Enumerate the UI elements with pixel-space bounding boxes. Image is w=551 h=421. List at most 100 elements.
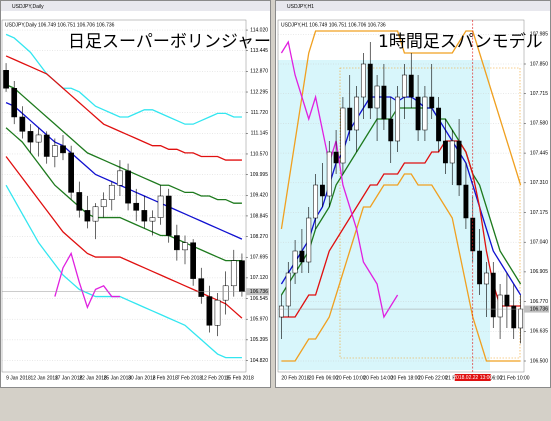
y-tick-label: 108.845 [250, 213, 268, 219]
y-tick-label: 106.545 [250, 296, 268, 302]
candle-body [157, 195, 164, 218]
y-tick-label: 106.770 [530, 299, 548, 305]
x-tick-label: 2 Feb 2018 [152, 375, 178, 381]
candle-body [35, 134, 42, 143]
candle-body [165, 195, 172, 236]
x-tick-label: 21 Feb 10:00 [500, 375, 530, 381]
candle-body [401, 74, 407, 98]
candle-body [92, 206, 99, 222]
candle-body [52, 145, 58, 157]
candle-body [422, 96, 428, 131]
x-tick-label: 20 Feb 2018 [281, 375, 309, 381]
candle-body [222, 285, 229, 301]
indicator-line [5, 55, 242, 161]
candle-body [11, 87, 18, 118]
candle-body [490, 272, 496, 318]
plot [278, 30, 524, 362]
candle-body [108, 184, 115, 200]
candle-body [395, 96, 401, 142]
y-tick-label: 106.905 [530, 269, 548, 275]
indicator-line [281, 140, 521, 318]
candle-body [442, 140, 448, 164]
candle-body [27, 131, 34, 143]
candle-body [313, 184, 319, 219]
y-tick-label: 105.395 [250, 337, 268, 343]
y-tick-label: 112.870 [250, 69, 268, 75]
x-tick-label: 20 Feb 10:00 [336, 375, 366, 381]
y-tick-label: 113.445 [250, 48, 268, 54]
y-tick-label: 104.820 [250, 358, 268, 364]
overlay-title: 1時間足スパンモデル [378, 31, 543, 52]
candle-body [333, 151, 339, 164]
x-tick-label: 12 Jan 2018 [30, 375, 58, 381]
candle-body [141, 210, 148, 222]
title-bar[interactable] [276, 1, 550, 11]
chart-info: USDJPY,H1 106.749 106.751 106.706 106.73… [281, 22, 386, 28]
range-box [339, 67, 521, 359]
plot-frame [1, 19, 247, 373]
candle-body [436, 107, 442, 142]
candle-body [100, 199, 107, 208]
candle-body [149, 217, 156, 222]
y-tick-label: 107.695 [250, 255, 268, 261]
candle-body [429, 96, 435, 109]
indicator-line [281, 173, 521, 362]
candle-body [133, 202, 140, 211]
x-tick-label: 20 Feb 14:00 [363, 375, 393, 381]
candle-body [3, 70, 9, 89]
y-tick-label: 108.270 [250, 234, 268, 240]
y-tick-label: 109.420 [250, 193, 268, 199]
candle-body [214, 299, 221, 326]
candle-body [43, 134, 50, 157]
y-tick-label: 107.985 [530, 32, 548, 38]
y-tick-label: 107.580 [530, 121, 548, 127]
candle-body [360, 63, 366, 98]
candle-body [463, 184, 469, 219]
y-tick-label: 107.310 [530, 180, 548, 186]
indicator-line [5, 184, 242, 359]
time-marker-label: 2018.02.22 13:00 [453, 375, 492, 381]
candle-body [125, 170, 131, 204]
indicator-line [5, 127, 242, 262]
x-tick-label: 20 Feb 18:00 [391, 375, 421, 381]
indicator-line [54, 251, 120, 310]
candle-body [19, 116, 26, 132]
candle-body [367, 63, 373, 109]
y-tick-label: 105.970 [250, 317, 268, 323]
chart-info: USDJPY,Daily 106.749 106.751 106.706 106… [5, 22, 115, 28]
candle-body [347, 107, 353, 131]
candle-body [285, 272, 291, 307]
x-tick-label: 12 Feb 2018 [201, 375, 229, 381]
indicator-line [280, 30, 522, 230]
candle-body [518, 308, 524, 329]
y-tick-label: 114.020 [250, 27, 268, 33]
candle-body [60, 145, 66, 154]
candle-body [374, 85, 380, 109]
title-bar[interactable] [1, 1, 270, 11]
candle-body [449, 140, 455, 164]
indicator-line [5, 84, 242, 204]
candle-body [456, 140, 462, 186]
candle-body [182, 242, 188, 251]
status-strip [0, 389, 551, 416]
x-tick-label: 7 Feb 2018 [177, 375, 203, 381]
candle-body [504, 294, 510, 307]
x-tick-label: 9 Jan 2018 [6, 375, 31, 381]
candle-body [408, 74, 414, 98]
candle-body [415, 96, 421, 131]
y-tick-label: 111.145 [251, 131, 269, 137]
x-tick-label: 20 Feb 22:00 [418, 375, 448, 381]
candle-body [497, 294, 503, 318]
last-price-box [524, 305, 549, 313]
candle-body [299, 250, 305, 263]
indicator-line [280, 107, 522, 296]
candle-body [76, 192, 83, 211]
candle-body [483, 272, 489, 285]
candle-body [174, 235, 180, 251]
last-price-box [246, 288, 269, 296]
window-title: USDJPY,H1 [287, 4, 314, 10]
y-tick-label: 106.635 [530, 329, 548, 335]
x-tick-label: 22 Jan 2018 [79, 375, 107, 381]
window-title: USDJPY,Daily [12, 4, 44, 10]
